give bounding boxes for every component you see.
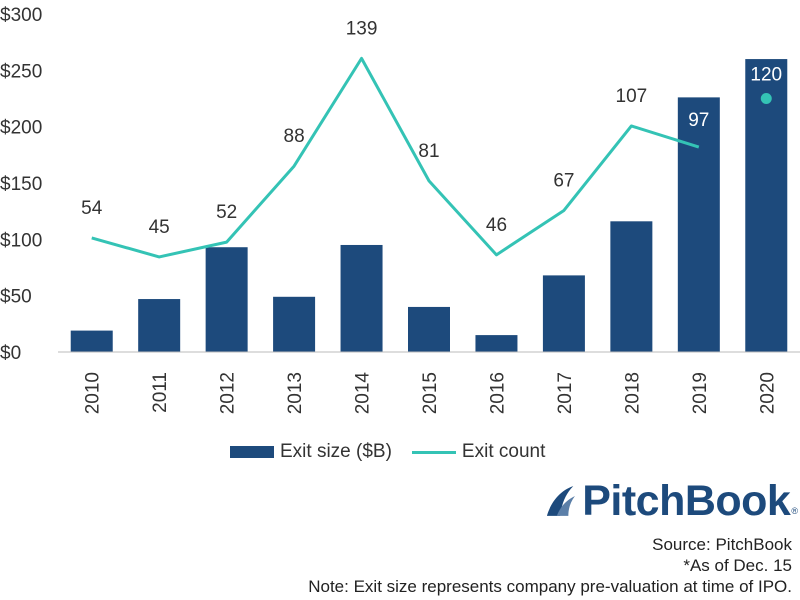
x-tick-label: 2019 [690, 372, 711, 414]
logo-registered-mark: ® [791, 506, 798, 516]
x-tick-label: 2012 [218, 372, 239, 414]
y-tick-label: $100 [0, 230, 42, 251]
bar-2019 [677, 97, 720, 352]
bar-2014 [340, 244, 383, 352]
y-tick-label: $0 [0, 343, 21, 364]
legend: Exit size ($B) Exit count [230, 438, 545, 466]
legend-label-exit-size: Exit size ($B) [280, 441, 392, 462]
x-tick-label: 2015 [420, 372, 441, 414]
exit-count-line [91, 56, 700, 259]
as-of-note: *As of Dec. 15 [683, 556, 792, 575]
x-tick-label: 2010 [83, 372, 104, 414]
bar-2011 [138, 299, 181, 352]
x-tick-label: 2011 [150, 372, 171, 413]
exit-count-label-2013: 88 [284, 126, 305, 147]
legend-item-exit-size: Exit size ($B) [230, 441, 392, 463]
pitchbook-logo: PitchBook ® [542, 476, 798, 526]
bar-2018 [610, 221, 653, 352]
exit-count-label-2016: 46 [486, 215, 507, 236]
x-tick-label: 2016 [487, 372, 508, 414]
y-tick-label: $150 [0, 174, 42, 195]
exit-count-label-2017: 67 [553, 170, 574, 191]
y-tick-label: $50 [0, 287, 32, 308]
bar-2017 [542, 275, 585, 352]
bar-2020 [745, 59, 788, 353]
x-tick-label: 2018 [622, 372, 643, 414]
footnotes: Source: PitchBook *As of Dec. 15 Note: E… [308, 534, 792, 597]
exit-count-label-2019: 97 [688, 110, 709, 131]
y-tick-label: $250 [0, 61, 42, 82]
legend-item-exit-count: Exit count [392, 441, 545, 463]
exit-count-label-2018: 107 [616, 86, 648, 107]
bar-2016 [475, 335, 518, 352]
exit-count-label-2020: 120 [750, 65, 782, 86]
bar-2012 [205, 247, 248, 352]
y-tick-label: $300 [0, 5, 42, 26]
exit-count-label-2010: 54 [81, 198, 103, 219]
pitchbook-logo-icon [546, 486, 575, 516]
legend-label-exit-count: Exit count [461, 441, 546, 462]
x-tick-label: 2014 [353, 372, 374, 415]
source-note: Source: PitchBook [652, 535, 792, 554]
exit-size-note: Note: Exit size represents company pre-v… [308, 577, 792, 596]
bar-2010 [70, 330, 113, 352]
legend-line-swatch [411, 450, 456, 454]
exit-count-point-2020 [760, 93, 772, 104]
exit-count-label-2014: 139 [346, 18, 378, 39]
exit-count-label-2012: 52 [216, 202, 237, 223]
bar-2013 [273, 296, 316, 352]
y-tick-label: $200 [0, 118, 42, 139]
logo-wordmark: PitchBook [582, 476, 791, 525]
exit-count-label-2015: 81 [418, 141, 439, 162]
bar-2015 [408, 306, 450, 352]
legend-bar-swatch [230, 446, 274, 458]
chart: $0 $50 $100 $150 $200 $250 $300 54 45 52 88 139 81 46… [0, 5, 800, 415]
exit-count-label-2011: 45 [149, 217, 170, 238]
x-tick-label: 2013 [285, 372, 306, 414]
x-tick-label: 2017 [555, 372, 576, 414]
x-tick-label: 2020 [757, 372, 778, 414]
